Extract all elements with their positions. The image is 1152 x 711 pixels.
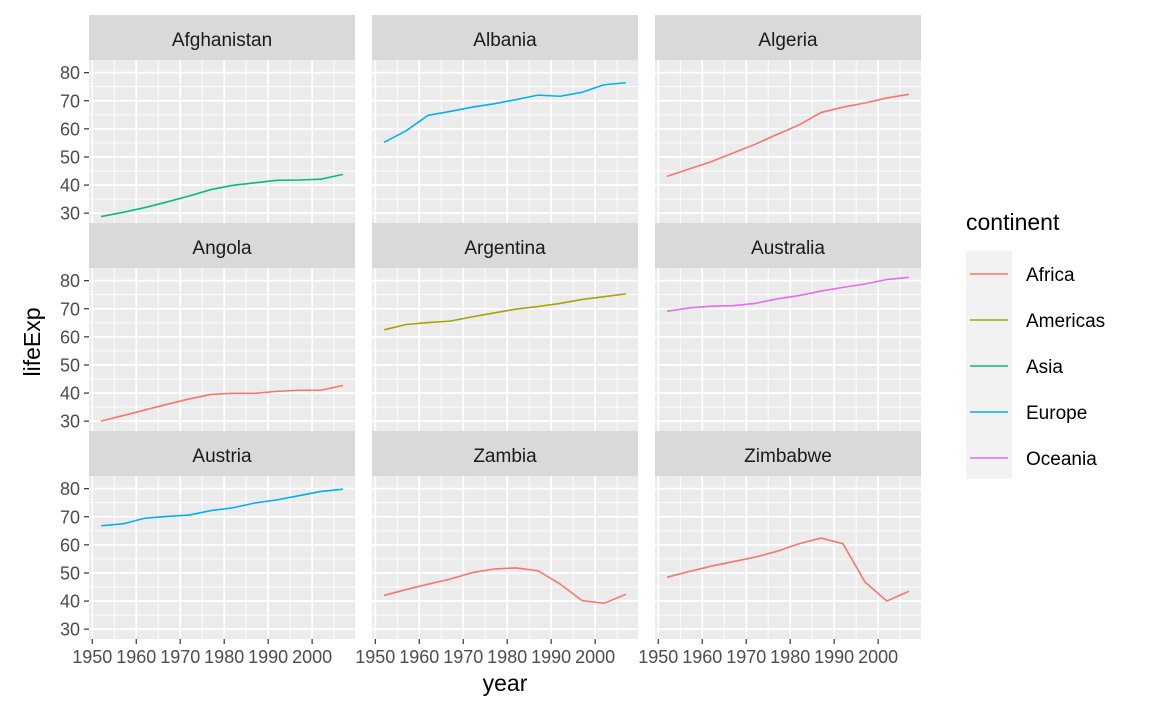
- strip-zimbabwe: [655, 431, 921, 476]
- strip-angola: [89, 223, 355, 268]
- y-tick-label: 70: [60, 91, 80, 111]
- legend-key-background: [966, 251, 1012, 479]
- panel-angola: Angola 30 40 50 60 70 80: [60, 223, 355, 432]
- strip-argentina: [372, 223, 638, 268]
- x-tick-label: 1960: [116, 647, 156, 667]
- x-axis-title: year: [483, 670, 528, 696]
- panel-background-argentina: [372, 268, 638, 431]
- strip-label-afghanistan: Afghanistan: [172, 30, 272, 51]
- strip-albania: [372, 15, 638, 60]
- x-tick-label: 1990: [531, 647, 571, 667]
- y-tick-label: 60: [60, 327, 80, 347]
- y-axis-title: lifeExp: [19, 307, 45, 376]
- y-tick-label: 60: [60, 119, 80, 139]
- x-tick-label: 1970: [443, 647, 483, 667]
- x-tick-label: 1960: [399, 647, 439, 667]
- y-tick-label: 40: [60, 176, 80, 196]
- strip-australia: [655, 223, 921, 268]
- y-tick-label: 60: [60, 535, 80, 555]
- y-tick-label: 30: [60, 620, 80, 640]
- x-tick-label: 1960: [682, 647, 722, 667]
- series-line-zimbabwe: [666, 537, 910, 602]
- legend-keys: Africa Americas Asia Europe Oceania: [966, 251, 1105, 479]
- panel-zambia: Zambia 1950 1960 1970 1980 1990 2000: [355, 431, 638, 667]
- y-tick-label: 40: [60, 384, 80, 404]
- series-line-austria: [101, 488, 343, 527]
- strip-zambia: [372, 431, 638, 476]
- panel-background-albania: [372, 60, 638, 223]
- y-tick-label: 80: [60, 479, 80, 499]
- panel-austria: Austria 30 40 50 60 70 80 1950 1960 1970 1980 1990 2…: [60, 431, 355, 667]
- x-tick-label: 1950: [638, 647, 678, 667]
- y-tick-label: 50: [60, 355, 80, 375]
- panel-background-zambia: [372, 476, 638, 639]
- strip-algeria: [655, 15, 921, 60]
- panel-background-zimbabwe: [655, 476, 921, 639]
- panel-background-algeria: [655, 60, 921, 223]
- x-tick-label: 1970: [726, 647, 766, 667]
- legend-label-africa: Africa: [1026, 265, 1075, 286]
- legend-label-asia: Asia: [1026, 357, 1063, 378]
- legend-label-europe: Europe: [1026, 403, 1087, 424]
- legend-label-oceania: Oceania: [1026, 449, 1097, 470]
- x-tick-label: 1980: [770, 647, 810, 667]
- y-tick-label: 70: [60, 299, 80, 319]
- y-tick-label: 40: [60, 592, 80, 612]
- panel-background-australia: [655, 268, 921, 431]
- strip-label-austria: Austria: [192, 446, 252, 467]
- strip-afghanistan: [89, 15, 355, 60]
- series-line-algeria: [666, 93, 910, 178]
- series-line-albania: [383, 81, 626, 144]
- series-line-australia: [666, 276, 909, 313]
- x-tick-label: 1990: [248, 647, 288, 667]
- panels: Afghanistan 30 40 50 60 70 80 Albania Algeria Ang…: [60, 15, 921, 667]
- x-tick-label: 1950: [355, 647, 395, 667]
- panel-argentina: Argentina: [372, 223, 638, 431]
- panel-background-angola: [89, 268, 355, 431]
- panel-australia: Australia: [655, 223, 921, 431]
- x-tick-label: 2000: [575, 647, 615, 667]
- x-tick-label: 1990: [814, 647, 854, 667]
- panel-afghanistan: Afghanistan 30 40 50 60 70 80: [60, 15, 355, 224]
- x-tick-label: 1980: [204, 647, 244, 667]
- panel-algeria: Algeria: [655, 15, 921, 223]
- strip-label-algeria: Algeria: [758, 30, 818, 51]
- panel-zimbabwe: Zimbabwe 1950 1960 1970 1980 1990 2000: [638, 431, 921, 667]
- y-tick-label: 30: [60, 412, 80, 432]
- y-tick-label: 80: [60, 271, 80, 291]
- strip-label-argentina: Argentina: [464, 238, 546, 259]
- y-tick-label: 50: [60, 563, 80, 583]
- x-tick-label: 2000: [292, 647, 332, 667]
- y-tick-label: 50: [60, 147, 80, 167]
- legend-label-americas: Americas: [1026, 311, 1105, 332]
- strip-label-zambia: Zambia: [473, 446, 537, 467]
- y-tick-label: 80: [60, 63, 80, 83]
- y-tick-label: 70: [60, 507, 80, 527]
- series-line-afghanistan: [100, 173, 344, 218]
- x-tick-label: 1980: [487, 647, 527, 667]
- strip-label-albania: Albania: [473, 30, 537, 51]
- panel-background-afghanistan: [89, 60, 355, 223]
- legend: continent Africa Americas Asia Europe Oceani…: [966, 209, 1105, 479]
- strip-austria: [89, 431, 355, 476]
- strip-label-zimbabwe: Zimbabwe: [744, 446, 832, 467]
- x-tick-label: 1950: [72, 647, 112, 667]
- x-tick-label: 1970: [160, 647, 200, 667]
- strip-label-australia: Australia: [751, 238, 825, 259]
- x-tick-label: 2000: [858, 647, 898, 667]
- series-line-argentina: [383, 293, 627, 331]
- strip-label-angola: Angola: [192, 238, 252, 259]
- series-line-angola: [100, 384, 344, 422]
- y-tick-label: 30: [60, 204, 80, 224]
- legend-title: continent: [966, 209, 1060, 235]
- panel-albania: Albania: [372, 15, 638, 223]
- panel-background-austria: [89, 476, 355, 639]
- series-line-zambia: [383, 567, 627, 605]
